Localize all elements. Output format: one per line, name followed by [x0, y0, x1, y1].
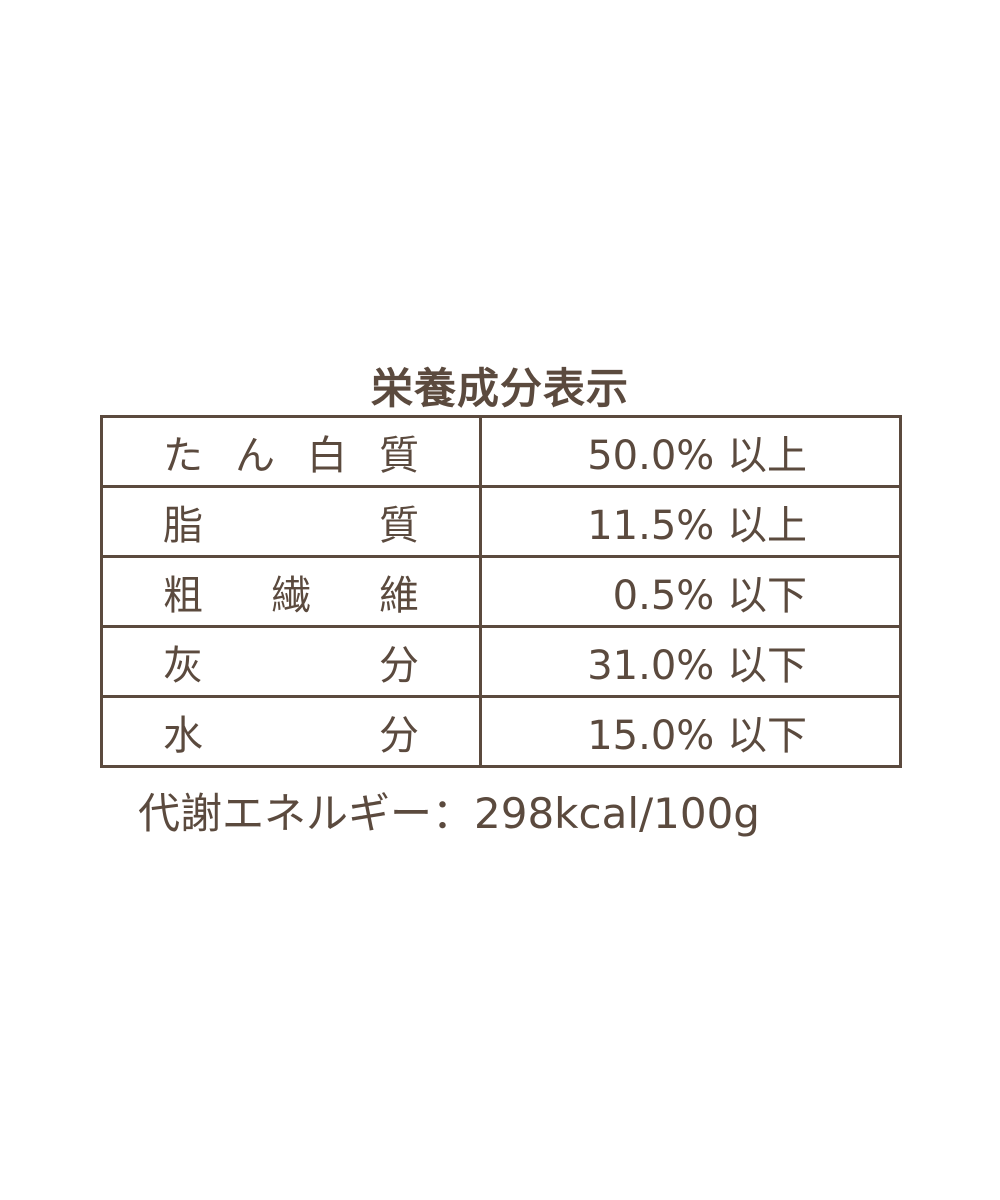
label-char: ん [235, 432, 275, 479]
energy-note: 代謝エネルギー：298kcal/100g [138, 789, 760, 838]
nutrient-label: 灰分 [103, 628, 482, 695]
label-char: 水 [163, 712, 203, 759]
nutrient-value: 0.5% 以下 [612, 572, 807, 619]
label-char: 質 [379, 432, 419, 479]
nutrient-value: 50.0% 以上 [587, 432, 807, 479]
table-row: 水分 15.0% 以下 [103, 695, 899, 765]
table-row: 粗 繊 維 0.5% 以下 [103, 555, 899, 625]
label-char: 粗 [163, 572, 203, 619]
label-char: 分 [379, 712, 419, 759]
table-row: たん白質 50.0% 以上 [103, 418, 899, 485]
label-char: 維 [379, 572, 419, 619]
nutrient-value: 11.5% 以上 [587, 502, 807, 549]
table-row: 脂質 11.5% 以上 [103, 485, 899, 555]
nutrient-value: 15.0% 以下 [587, 712, 807, 759]
table-row: 灰分 31.0% 以下 [103, 625, 899, 695]
label-char: 繊 [271, 572, 311, 619]
label-char: 分 [379, 642, 419, 689]
label-char: 質 [379, 502, 419, 549]
page-title: 栄養成分表示 [370, 364, 629, 413]
nutrient-label: 粗繊維 [103, 558, 482, 625]
label-char: 脂 [163, 502, 203, 549]
nutrition-table: たん白質 50.0% 以上脂質 11.5% 以上粗繊維 0.5% 以下灰分 31.0% … [100, 415, 902, 768]
nutrient-label: 水分 [103, 698, 482, 765]
nutrient-label: たん白質 [103, 418, 482, 485]
label-char: 白 [307, 432, 347, 479]
nutrient-value: 31.0% 以下 [587, 642, 807, 689]
label-char: た [163, 432, 203, 479]
nutrient-label: 脂質 [103, 488, 482, 555]
label-char: 灰 [163, 642, 203, 689]
